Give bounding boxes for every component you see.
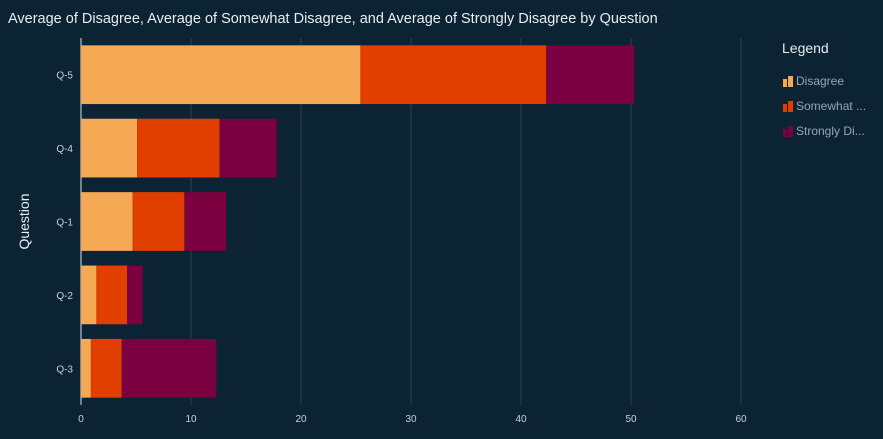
bar-segment	[219, 118, 277, 178]
y-tick-label: Q-2	[56, 291, 73, 302]
x-tick-label: 30	[405, 414, 417, 425]
bar-segment	[81, 192, 133, 251]
legend-swatch-icon	[782, 100, 794, 112]
bar-segment	[184, 192, 227, 251]
legend-item-disagree[interactable]: Disagree	[782, 72, 882, 90]
bar-segment	[360, 45, 547, 105]
legend-label: Disagree	[796, 74, 845, 88]
legend-label: Strongly Di...	[796, 124, 865, 138]
legend: Legend Disagree Somewhat ... Strongly Di…	[782, 40, 882, 147]
y-axis-title: Question	[16, 193, 32, 249]
bar-segment	[81, 45, 361, 105]
x-tick-label: 60	[735, 414, 747, 425]
y-tick-label: Q-1	[56, 218, 73, 229]
x-tick-label: 10	[185, 414, 197, 425]
y-tick-label: Q-5	[56, 71, 73, 82]
legend-label: Somewhat ...	[796, 99, 867, 113]
bar-segment	[546, 45, 635, 105]
legend-title: Legend	[782, 40, 829, 56]
legend-item-somewhat-disagree[interactable]: Somewhat ...	[782, 97, 882, 115]
bar-segment	[81, 118, 138, 178]
bar-segment	[127, 265, 143, 325]
legend-item-strongly-disagree[interactable]: Strongly Di...	[782, 122, 882, 140]
bar-segment	[90, 338, 122, 398]
bar-segment	[132, 192, 185, 251]
x-tick-label: 40	[515, 414, 527, 425]
bar-segment	[137, 118, 220, 178]
legend-swatch-icon	[782, 75, 794, 87]
y-tick-label: Q-4	[56, 144, 73, 155]
x-tick-label: 0	[78, 414, 84, 425]
y-tick-label: Q-3	[56, 364, 73, 375]
x-tick-label: 20	[295, 414, 307, 425]
bar-segment	[81, 338, 91, 398]
x-tick-label: 50	[625, 414, 637, 425]
bar-segment	[121, 338, 217, 398]
legend-swatch-icon	[782, 125, 794, 137]
bar-segment	[81, 265, 97, 325]
bar-chart: 0 10 20 30 40 50 60 Question Q-5 Q-4 Q-1 Q-2 Q-3	[16, 38, 747, 425]
bar-segment	[96, 265, 128, 325]
chart-title: Average of Disagree, Average of Somewhat…	[8, 11, 658, 27]
